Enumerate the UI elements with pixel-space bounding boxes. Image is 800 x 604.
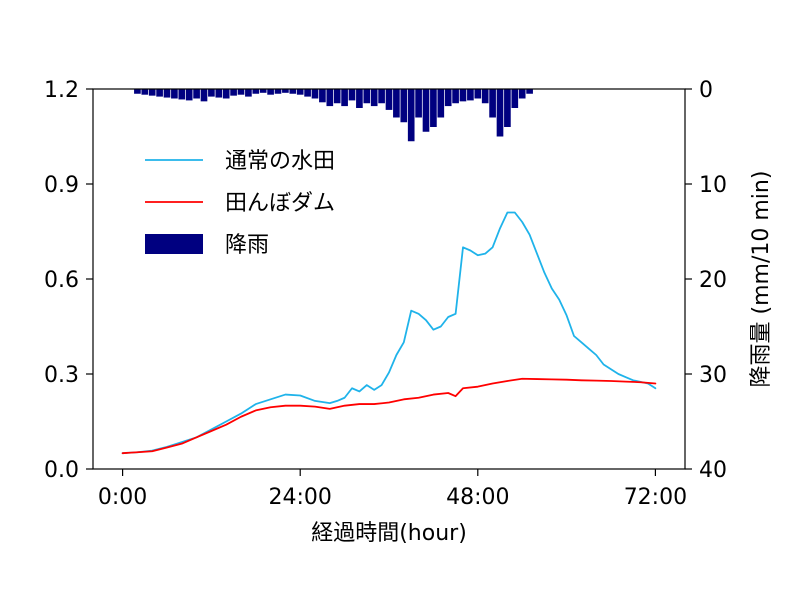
x-tick-label: 48:00: [446, 485, 509, 510]
x-tick-label: 72:00: [624, 485, 687, 510]
axes: 0:00 24:00 48:00 72:00 0.0 0.3 0.6 0.9 1.2 0 10 20 3…: [44, 78, 727, 510]
series-line-2: [121, 377, 657, 455]
rain-bar: [267, 89, 274, 95]
rain-bar: [296, 89, 304, 95]
rain-bar: [163, 89, 171, 98]
y-right-axis-label: 降雨量 (mm/10 min): [749, 171, 774, 388]
rain-bar: [422, 89, 430, 132]
rain-bar: [474, 89, 482, 99]
rain-bars: [134, 89, 533, 142]
rain-bar: [230, 89, 237, 96]
rain-bar: [356, 89, 363, 108]
legend-swatch: [145, 234, 203, 254]
rain-bar: [134, 89, 141, 94]
rain-bar: [200, 89, 208, 102]
rain-bar: [504, 89, 511, 127]
rain-bar: [481, 89, 489, 104]
rain-bar: [208, 89, 215, 97]
rain-bar: [311, 89, 319, 99]
rain-bar: [378, 89, 385, 104]
rain-bar: [459, 89, 467, 102]
rain-bar: [222, 89, 230, 99]
legend-label: 降雨: [225, 233, 269, 258]
x-axis-label: 経過時間(hour): [311, 521, 467, 546]
rain-bar: [245, 89, 252, 97]
y-right-tick-label: 10: [699, 173, 727, 198]
rain-bar: [341, 89, 348, 107]
rain-bar: [400, 89, 408, 123]
rain-bar: [185, 89, 193, 101]
y-right-tick-label: 40: [699, 458, 727, 483]
rain-bar: [215, 89, 223, 98]
rain-bar: [452, 89, 459, 104]
rain-bar: [252, 89, 260, 94]
rain-bar: [289, 89, 297, 94]
rain-bar: [407, 89, 415, 142]
rain-bar: [444, 89, 452, 107]
rain-bar: [496, 89, 504, 137]
line-series: [121, 211, 657, 455]
legend-label: 田んぼダム: [225, 191, 335, 216]
rain-bar: [385, 89, 393, 110]
rain-bar: [415, 89, 422, 118]
rain-bar: [193, 89, 200, 99]
x-tick-label: 24:00: [268, 485, 331, 510]
y-tick-label: 0.9: [44, 173, 79, 198]
series-line-1: [121, 211, 657, 455]
rain-bar: [319, 89, 326, 103]
legend-label: 通常の水田: [225, 149, 335, 174]
plot-frame: [92, 88, 686, 470]
rain-bar: [178, 89, 186, 100]
rain-bar: [282, 89, 289, 93]
rain-bar: [430, 89, 437, 127]
rain-bar: [370, 89, 378, 107]
rain-bar: [304, 89, 311, 97]
rain-bar: [511, 89, 519, 108]
rain-bar: [363, 89, 371, 104]
y-tick-label: 0.6: [44, 268, 79, 293]
rain-bar: [467, 89, 474, 101]
rain-bar: [156, 89, 163, 97]
rain-bar: [259, 89, 267, 93]
rain-bar: [437, 89, 445, 118]
rain-bar: [274, 89, 282, 94]
rain-bar: [526, 89, 533, 94]
y-right-tick-label: 20: [699, 268, 727, 293]
y-right-tick-label: 30: [699, 363, 727, 388]
rain-bar: [348, 89, 356, 101]
rain-bar: [326, 89, 334, 107]
rain-bar: [141, 89, 149, 95]
y-tick-label: 0.3: [44, 363, 79, 388]
x-tick-label: 0:00: [98, 485, 147, 510]
y-tick-label: 0.0: [44, 458, 79, 483]
rain-bar: [237, 89, 245, 95]
rain-bar: [333, 89, 341, 104]
rain-bar: [171, 89, 178, 99]
y-tick-label: 1.2: [44, 78, 79, 103]
rain-bar: [518, 89, 526, 99]
y-right-tick-label: 0: [699, 78, 713, 103]
rain-bar: [489, 89, 496, 118]
rain-bar: [148, 89, 156, 96]
rain-bar: [393, 89, 400, 118]
